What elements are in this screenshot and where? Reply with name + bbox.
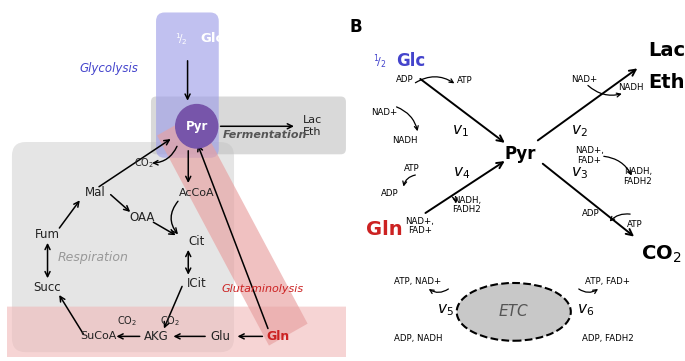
Polygon shape bbox=[157, 114, 308, 345]
Text: B: B bbox=[349, 18, 362, 36]
Text: ATP: ATP bbox=[627, 220, 643, 229]
FancyBboxPatch shape bbox=[3, 306, 349, 361]
Text: FADH2: FADH2 bbox=[623, 177, 652, 186]
Text: FAD+: FAD+ bbox=[408, 226, 432, 235]
Text: Lac: Lac bbox=[648, 42, 685, 61]
Text: Glc: Glc bbox=[396, 52, 425, 70]
Text: Gln: Gln bbox=[266, 330, 290, 343]
Text: $v_4$: $v_4$ bbox=[453, 166, 471, 181]
Text: SuCoA: SuCoA bbox=[80, 331, 116, 342]
FancyBboxPatch shape bbox=[151, 96, 346, 154]
Text: FAD+: FAD+ bbox=[577, 156, 601, 165]
Text: $^1\!/{}_2$: $^1\!/{}_2$ bbox=[175, 31, 188, 47]
Text: FADH2: FADH2 bbox=[452, 205, 481, 214]
Text: $v_3$: $v_3$ bbox=[571, 166, 588, 181]
Text: Eth: Eth bbox=[648, 73, 684, 92]
Text: OAA: OAA bbox=[129, 211, 155, 224]
Text: Succ: Succ bbox=[34, 281, 62, 294]
Text: Fermentation: Fermentation bbox=[223, 130, 307, 140]
Text: $v_5$: $v_5$ bbox=[436, 302, 453, 318]
Text: ICit: ICit bbox=[187, 277, 207, 290]
Text: $v_6$: $v_6$ bbox=[577, 302, 595, 318]
Text: ADP: ADP bbox=[582, 209, 600, 218]
Text: NAD+: NAD+ bbox=[571, 74, 597, 83]
Ellipse shape bbox=[457, 283, 571, 341]
Text: ADP: ADP bbox=[381, 189, 399, 198]
Text: Cit: Cit bbox=[188, 235, 205, 248]
Text: Glc: Glc bbox=[200, 32, 223, 45]
Text: CO$_2$: CO$_2$ bbox=[134, 156, 154, 170]
Text: Fum: Fum bbox=[35, 228, 60, 242]
Circle shape bbox=[176, 105, 218, 148]
Text: Lac
Eth: Lac Eth bbox=[302, 116, 322, 137]
Text: NADH: NADH bbox=[392, 136, 417, 145]
Text: ADP, FADH2: ADP, FADH2 bbox=[582, 334, 634, 343]
Text: $v_1$: $v_1$ bbox=[451, 124, 469, 139]
Text: ATP, FAD+: ATP, FAD+ bbox=[585, 277, 630, 286]
Text: CO$_2$: CO$_2$ bbox=[117, 314, 137, 327]
Text: Respiration: Respiration bbox=[58, 251, 129, 264]
Text: NADH,: NADH, bbox=[624, 167, 652, 176]
Text: Glutaminolysis: Glutaminolysis bbox=[222, 284, 304, 294]
Text: Pyr: Pyr bbox=[505, 145, 536, 163]
Text: $^1\!/{}_2$: $^1\!/{}_2$ bbox=[373, 52, 386, 71]
Text: $v_2$: $v_2$ bbox=[571, 124, 588, 139]
Text: CO$_2$: CO$_2$ bbox=[641, 243, 682, 265]
Text: NAD+,: NAD+, bbox=[575, 146, 603, 155]
Text: NADH: NADH bbox=[619, 83, 644, 92]
Text: AKG: AKG bbox=[144, 330, 169, 343]
Text: Mal: Mal bbox=[85, 186, 105, 199]
Text: AcCoA: AcCoA bbox=[179, 188, 214, 198]
Text: ATP: ATP bbox=[458, 76, 473, 85]
Text: Glycolysis: Glycolysis bbox=[79, 62, 138, 75]
FancyBboxPatch shape bbox=[156, 13, 219, 158]
FancyBboxPatch shape bbox=[12, 142, 234, 352]
Text: ATP: ATP bbox=[403, 164, 419, 173]
Text: ETC: ETC bbox=[499, 304, 529, 319]
Text: ADP: ADP bbox=[396, 74, 414, 83]
Text: Gln: Gln bbox=[366, 220, 403, 239]
Text: Glu: Glu bbox=[210, 330, 230, 343]
Text: ADP, NADH: ADP, NADH bbox=[394, 334, 443, 343]
Text: NAD+: NAD+ bbox=[371, 108, 398, 117]
Text: NADH,: NADH, bbox=[453, 196, 481, 205]
Text: CO$_2$: CO$_2$ bbox=[160, 314, 179, 327]
Text: NAD+,: NAD+, bbox=[406, 217, 434, 226]
Text: Pyr: Pyr bbox=[186, 120, 208, 133]
Text: ATP, NAD+: ATP, NAD+ bbox=[395, 277, 442, 286]
